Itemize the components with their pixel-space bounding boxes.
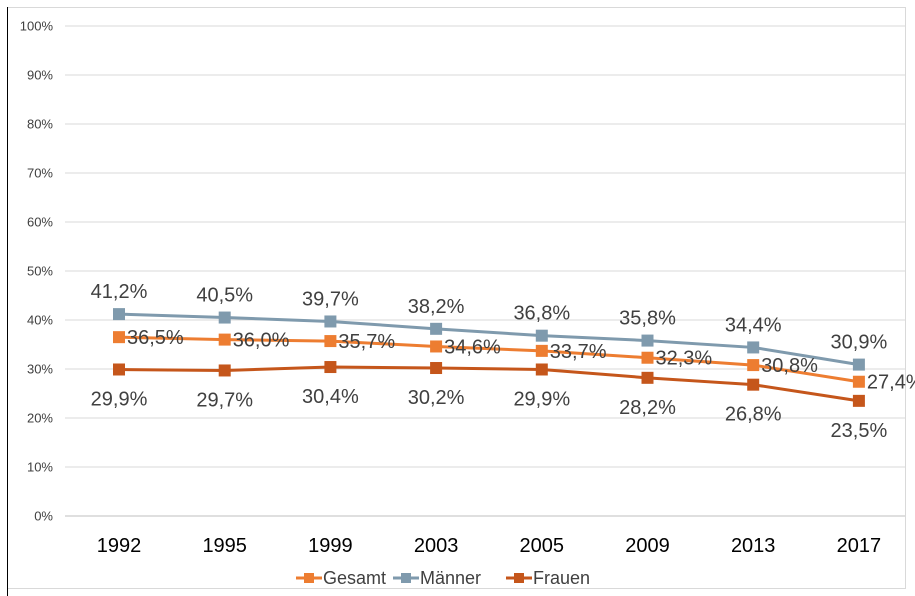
y-tick-label: 60% [27,215,53,230]
data-label: 28,2% [619,397,676,419]
data-point [324,315,337,328]
data-point [535,329,548,342]
data-label: 30,8% [761,355,818,377]
x-tick-label: 2003 [414,535,459,557]
data-label: 30,4% [302,386,359,408]
data-label: 32,3% [656,348,713,370]
data-label: 29,7% [196,389,253,411]
data-point [747,378,760,391]
data-point [430,340,443,353]
data-label: 40,5% [196,285,253,307]
legend-marker [514,573,524,583]
data-point [113,363,125,376]
data-point [641,334,654,347]
y-tick-label: 10% [27,460,53,475]
legend-label: Frauen [533,568,590,588]
data-point [641,351,654,364]
data-label: 29,9% [513,388,570,410]
data-point [852,394,865,407]
data-point [535,344,548,357]
data-label: 23,5% [831,420,888,442]
data-label: 36,5% [127,327,184,349]
series-line-Frauen [118,365,860,403]
x-tick-label: 2017 [837,535,882,557]
y-tick-label: 30% [27,362,53,377]
data-label: 36,8% [513,303,570,325]
data-label: 36,0% [233,330,290,352]
data-point [852,375,865,388]
data-label: 29,9% [91,388,148,410]
data-point [218,333,231,346]
x-tick-label: 2005 [520,535,565,557]
x-tick-label: 2009 [625,535,670,557]
series-line-Gesamt [118,335,860,384]
x-tick-label: 2013 [731,535,776,557]
legend-label: Gesamt [323,568,386,588]
legend: Gesamt Männer Frauen [296,568,590,588]
y-tick-label: 40% [27,313,53,328]
chart-frame [7,7,906,589]
data-point [218,311,231,324]
data-label: 35,7% [338,331,395,353]
legend-marker [304,573,314,583]
data-point [747,359,760,372]
data-point [324,335,337,348]
data-labels: 36,5% 36,0% 35,7% 34,6% 33,7% 32,3% 30,8% 27,4%… [91,281,915,442]
x-axis: 1992 1995 1999 2003 2005 2009 2013 2017 [97,535,881,557]
x-tick-label: 1992 [97,535,142,557]
data-label: 33,7% [550,341,607,363]
x-tick-label: 1995 [202,535,247,557]
y-tick-label: 90% [27,68,53,83]
data-label: 30,2% [408,387,465,409]
data-point [747,341,760,354]
data-point [430,322,443,335]
y-axis: 0% 10% 20% 30% 40% 50% 60% 70% 80% 90% 100% [20,19,54,524]
series-lines [118,312,860,403]
y-tick-label: 50% [27,264,53,279]
left-border [7,7,8,596]
data-label: 38,2% [408,296,465,318]
y-tick-label: 100% [20,19,54,34]
data-label: 34,4% [725,314,782,336]
data-point [852,358,865,371]
data-label: 35,8% [619,308,676,330]
series-line-Männer [118,312,860,367]
y-tick-label: 20% [27,411,53,426]
gridlines [65,25,905,517]
data-point [218,364,231,377]
data-point [324,361,337,374]
x-tick-label: 1999 [308,535,353,557]
data-label: 41,2% [91,281,148,303]
data-point [113,308,125,321]
y-tick-label: 80% [27,117,53,132]
data-label: 27,4% [867,372,915,394]
data-point [430,362,443,375]
data-label: 26,8% [725,404,782,426]
data-point [113,331,125,344]
data-point [641,371,654,384]
data-label: 30,9% [831,332,888,354]
legend-label: Männer [420,568,481,588]
y-tick-label: 0% [34,509,53,524]
series-markers [113,308,865,407]
data-point [535,363,548,376]
data-label: 39,7% [302,288,359,310]
legend-marker [401,573,411,583]
data-label: 34,6% [444,336,501,358]
y-tick-label: 70% [27,166,53,181]
